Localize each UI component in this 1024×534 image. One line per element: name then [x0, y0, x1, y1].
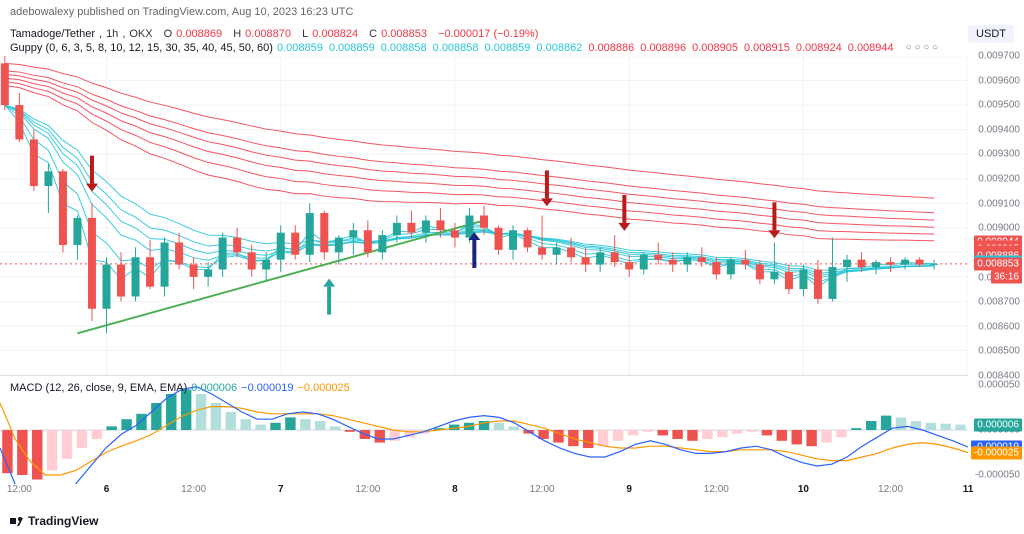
pair-exchange: OKX — [129, 28, 152, 40]
c-label: C — [369, 28, 377, 40]
guppy-info: Guppy (0, 6, 3, 5, 8, 10, 12, 15, 30, 35… — [10, 42, 938, 54]
pair-name: Tamadoge/Tether — [10, 28, 95, 40]
o-label: O — [164, 28, 173, 40]
macd-info: MACD (12, 26, close, 9, EMA, EMA) 0.0000… — [10, 382, 350, 394]
h-val: 0.008870 — [245, 28, 291, 40]
macd-macd-val: −0.000019 — [241, 382, 293, 394]
tv-icon — [10, 514, 24, 528]
h-label: H — [233, 28, 241, 40]
time-axis[interactable]: 12:00612:00712:00812:00912:001012:0011 — [0, 484, 968, 504]
o-val: 0.008869 — [176, 28, 222, 40]
guppy-label: Guppy (0, 6, 3, 5, 8, 10, 12, 15, 30, 35… — [10, 42, 273, 54]
pair-interval: 1h — [106, 28, 118, 40]
status-dots: ○ ○ ○ ○ — [906, 42, 939, 54]
quote-badge: USDT — [968, 25, 1014, 43]
price-axis[interactable]: 0.0084000.0085000.0086000.0087000.008800… — [968, 56, 1024, 376]
change-val: −0.000017 (−0.19%) — [438, 28, 538, 40]
c-val: 0.008853 — [381, 28, 427, 40]
pair-info: Tamadoge/Tether , 1h , OKX O0.008869 H0.… — [10, 28, 538, 40]
tradingview-logo: TradingView — [10, 514, 98, 528]
macd-label: MACD (12, 26, close, 9, EMA, EMA) — [10, 382, 187, 394]
macd-hist-val: 0.000006 — [191, 382, 237, 394]
publish-info: adebowalexy published on TradingView.com… — [10, 6, 353, 18]
macd-axis[interactable]: -0.0000500.0000000.0000500.000006-0.0000… — [968, 376, 1024, 484]
l-val: 0.008824 — [312, 28, 358, 40]
macd-sig-val: −0.000025 — [297, 382, 349, 394]
l-label: L — [302, 28, 308, 40]
price-chart[interactable] — [0, 56, 968, 376]
